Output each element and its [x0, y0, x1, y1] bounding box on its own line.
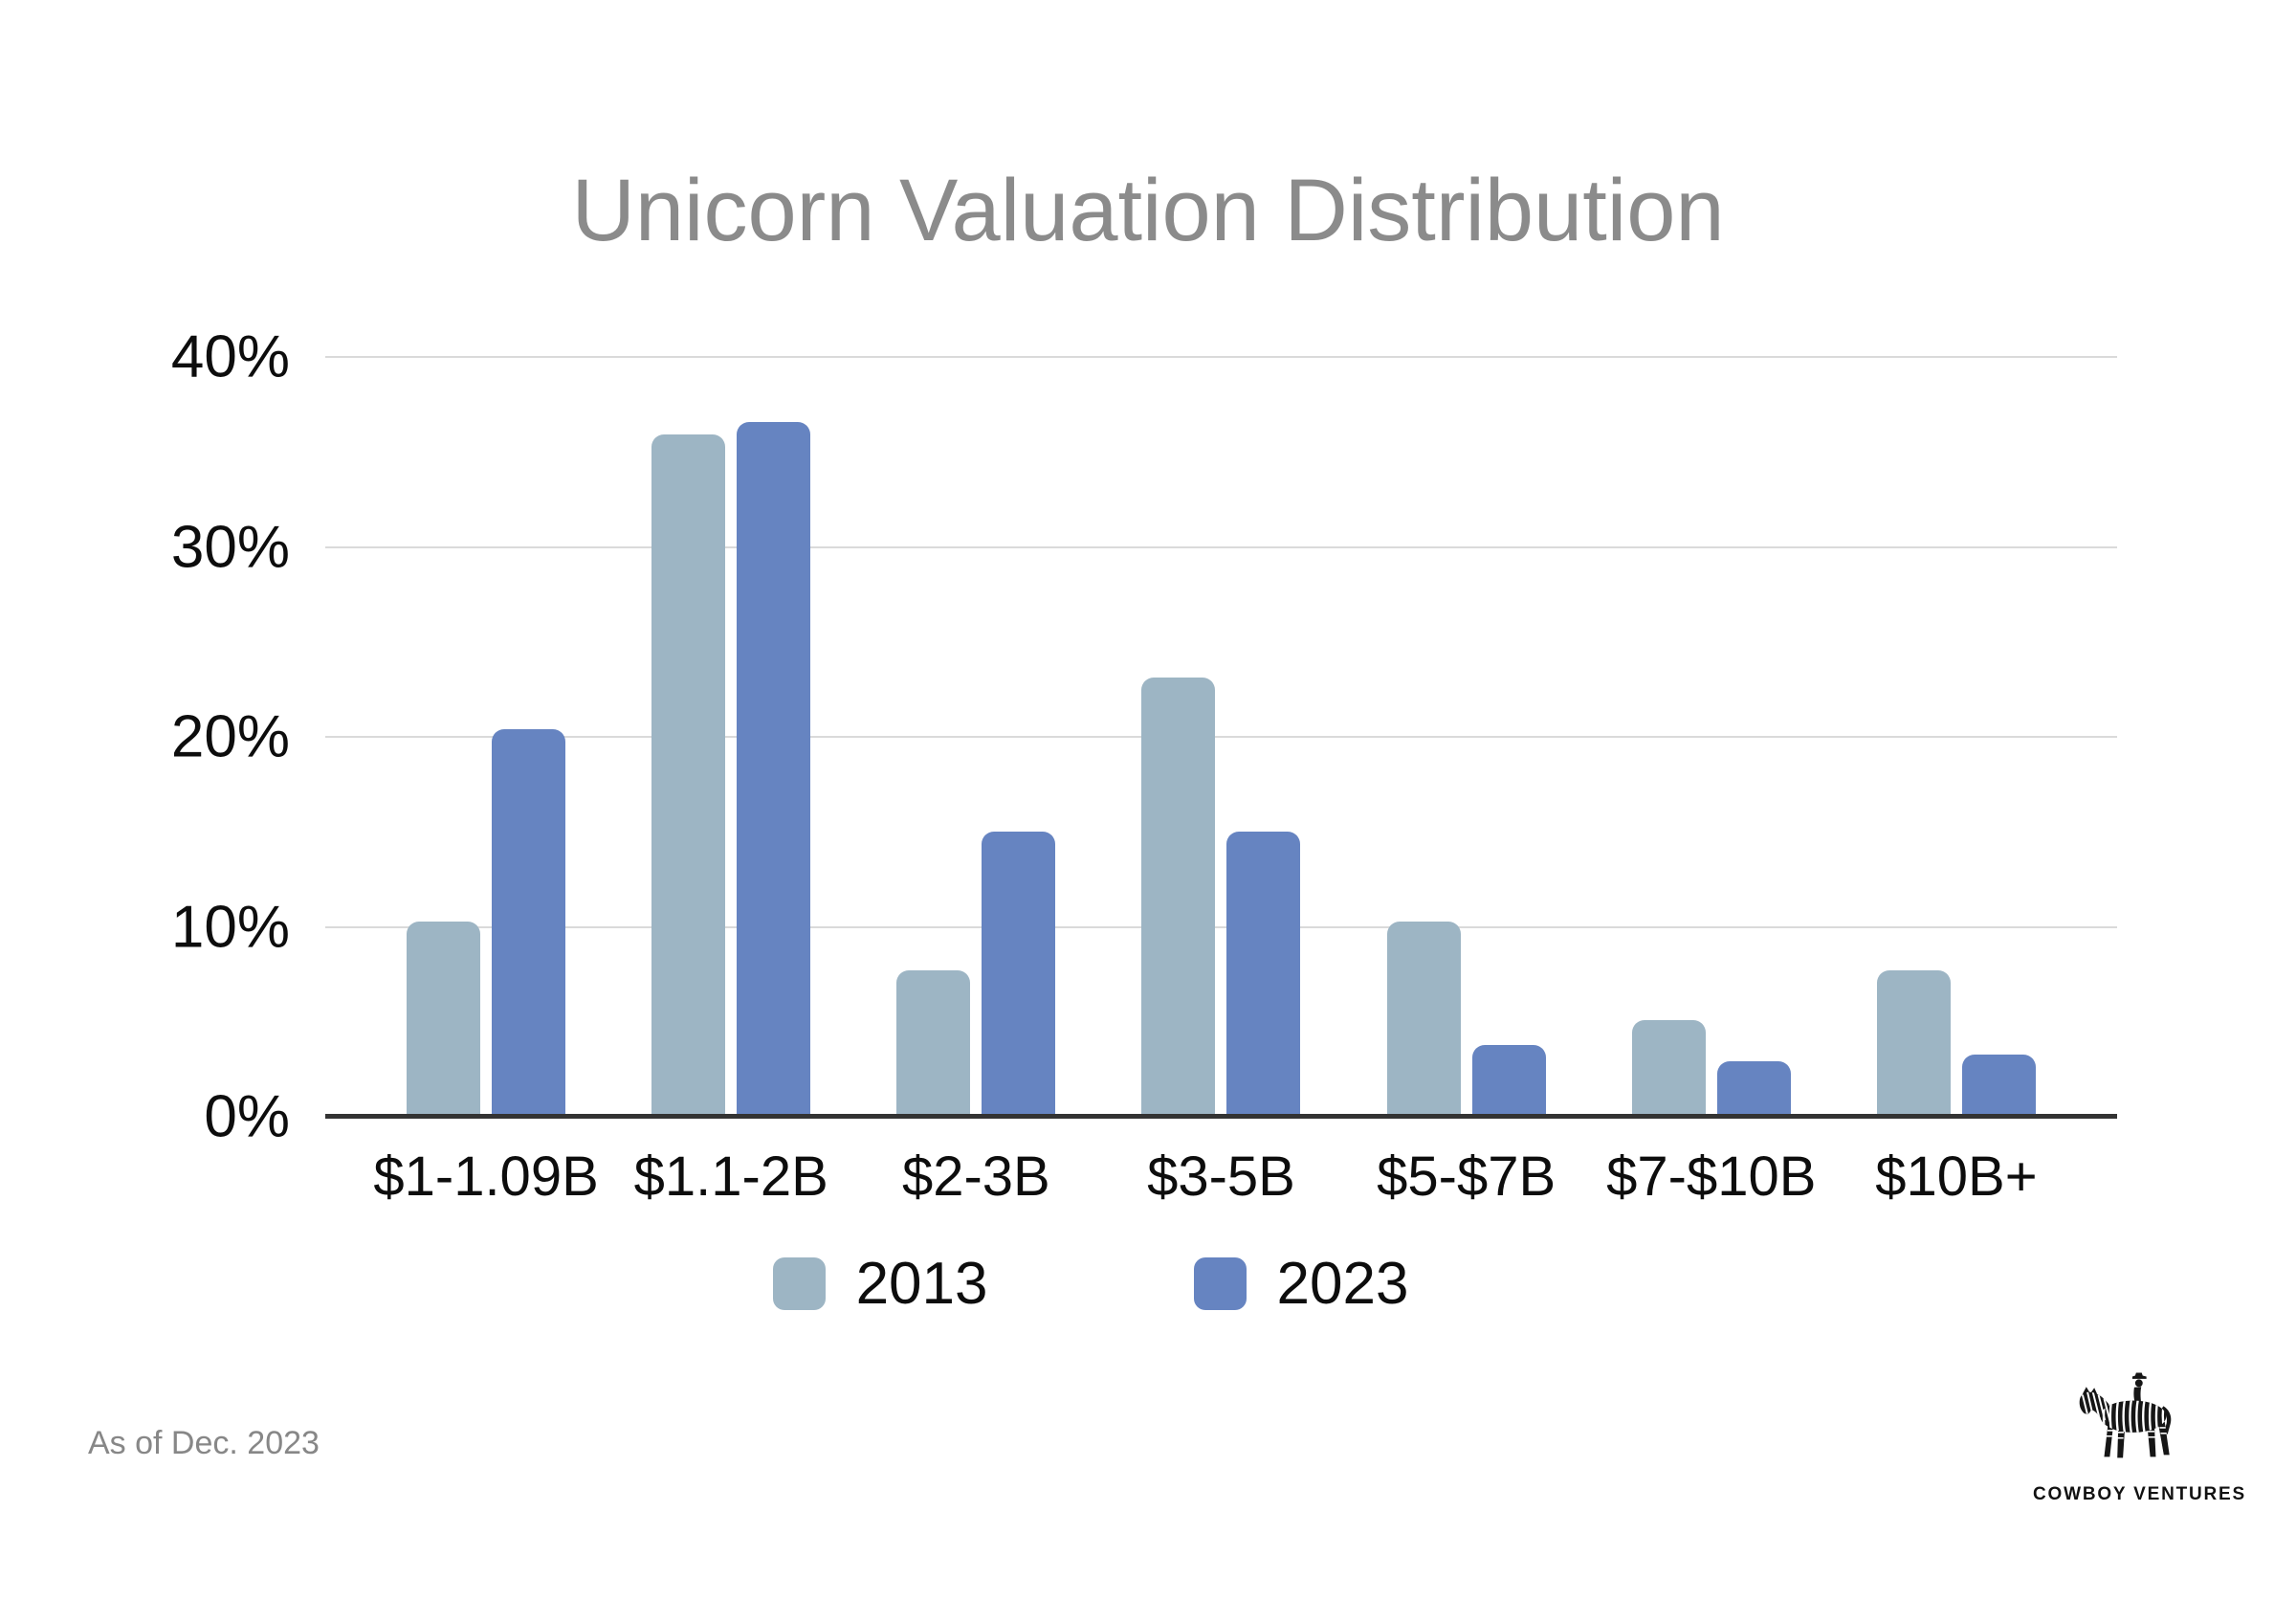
legend: 2013 2023: [0, 1250, 2181, 1318]
bar-2013: [896, 970, 971, 1117]
bar-2023: [737, 421, 811, 1117]
bar-group: [1344, 357, 1589, 1117]
y-axis-labels: 0% 10% 20% 30% 40%: [0, 324, 290, 1150]
bars-row: [364, 357, 2079, 1117]
y-tick-label: 40%: [170, 323, 290, 390]
x-axis-line: [325, 1114, 2117, 1119]
x-tick-label: $2-3B: [901, 1145, 1050, 1208]
y-tick-label: 30%: [170, 514, 290, 580]
footnote: As of Dec. 2023: [88, 1425, 320, 1461]
x-tick-label: $3-5B: [1147, 1145, 1295, 1208]
bar-2013: [651, 434, 726, 1117]
y-tick-label: 20%: [170, 703, 290, 770]
bar-2013: [1386, 921, 1461, 1117]
y-tick-label: 0%: [204, 1083, 290, 1150]
plot-area: [325, 356, 2117, 1119]
bar-group: [608, 357, 853, 1117]
x-tick-label: $10B+: [1875, 1145, 2038, 1208]
bar-group: [1098, 357, 1343, 1117]
bar-2023: [1471, 1044, 1546, 1117]
legend-item-2013: 2013: [772, 1250, 988, 1318]
x-axis-labels: $1-1.09B $1.1-2B $2-3B $3-5B $5-$7B $7-$10B $1…: [364, 1145, 2079, 1209]
bar-2013: [1141, 678, 1216, 1117]
legend-item-2023: 2023: [1193, 1250, 1409, 1318]
bar-group: [364, 357, 608, 1117]
chart-title: Unicorn Valuation Distribution: [571, 162, 1725, 259]
legend-label-2023: 2023: [1276, 1251, 1409, 1317]
cowboy-ventures-wordmark: COWBOY VENTURES: [2033, 1484, 2247, 1504]
gridline-10: [325, 925, 2117, 928]
x-tick-label: $5-$7B: [1377, 1145, 1556, 1208]
bar-group: [1834, 357, 2079, 1117]
bar-2023: [982, 832, 1056, 1117]
x-tick-label: $1.1-2B: [633, 1145, 828, 1208]
zebra-cowboy-icon: [2079, 1372, 2172, 1458]
y-tick-label: 10%: [170, 894, 290, 960]
bar-2013: [1631, 1019, 1706, 1117]
gridline-30: [325, 545, 2117, 548]
legend-label-2013: 2013: [855, 1251, 988, 1317]
bar-2023: [1961, 1054, 2036, 1117]
gridline-40: [325, 356, 2117, 358]
bar-group: [853, 357, 1098, 1117]
bar-group: [1589, 357, 1834, 1117]
bar-2013: [1876, 970, 1951, 1117]
bar-2023: [492, 729, 566, 1117]
gridline-20: [325, 736, 2117, 738]
cowboy-ventures-logo: COWBOY VENTURES: [2033, 1372, 2247, 1505]
bar-2023: [1716, 1061, 1791, 1117]
legend-swatch-2023: [1193, 1257, 1247, 1310]
bar-2023: [1226, 832, 1301, 1117]
legend-swatch-2013: [772, 1257, 826, 1310]
x-tick-label: $1-1.09B: [373, 1145, 599, 1208]
x-tick-label: $7-$10B: [1606, 1145, 1817, 1208]
bar-2013: [407, 921, 481, 1117]
